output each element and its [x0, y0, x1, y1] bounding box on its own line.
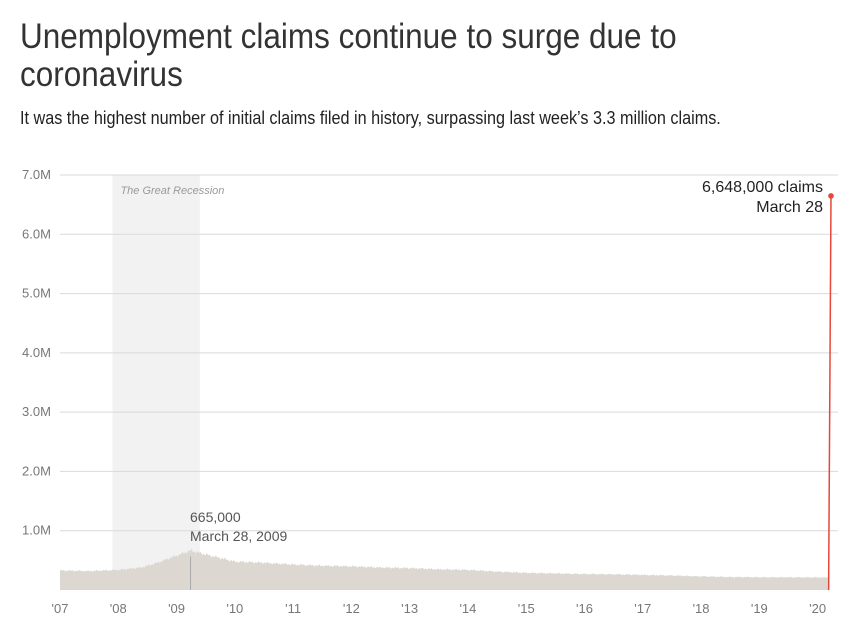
- spike-point: [827, 572, 830, 575]
- y-tick-label: 6.0M: [22, 226, 51, 241]
- x-tick-label: '07: [52, 601, 69, 616]
- x-tick-label: '15: [518, 601, 535, 616]
- x-tick-label: '13: [401, 601, 418, 616]
- spike-point: [829, 393, 831, 395]
- chart-subtitle: It was the highest number of initial cla…: [20, 108, 721, 128]
- recession-label: The Great Recession: [120, 185, 224, 197]
- y-tick-label: 5.0M: [22, 286, 51, 301]
- x-tick-label: '16: [576, 601, 593, 616]
- y-tick-label: 1.0M: [22, 523, 51, 538]
- recession-band: [112, 175, 200, 590]
- x-tick-label: '10: [226, 601, 243, 616]
- x-tick-label: '11: [285, 601, 301, 616]
- x-tick-label: '20: [809, 601, 826, 616]
- x-tick-label: '09: [168, 601, 185, 616]
- x-tick-label: '14: [459, 601, 476, 616]
- y-tick-label: 4.0M: [22, 345, 51, 360]
- spike-value-label: 6,648,000 claims: [702, 179, 823, 196]
- spike-date-label: March 28: [756, 199, 823, 216]
- x-tick-label: '19: [751, 601, 768, 616]
- chart-title: Unemployment claims continue to surge du…: [20, 17, 677, 94]
- claims-area-series: [60, 548, 829, 590]
- x-tick-label: '17: [634, 601, 651, 616]
- y-tick-label: 3.0M: [22, 404, 51, 419]
- y-tick-label: 2.0M: [22, 463, 51, 478]
- spike-point: [828, 193, 834, 199]
- x-tick-label: '12: [343, 601, 360, 616]
- recession-peak-date: March 28, 2009: [190, 528, 287, 544]
- x-tick-label: '08: [110, 601, 127, 616]
- recession-peak-value: 665,000: [190, 509, 241, 525]
- spike-series-line: [827, 195, 832, 591]
- y-tick-label: 7.0M: [22, 167, 51, 182]
- x-tick-label: '18: [693, 601, 710, 616]
